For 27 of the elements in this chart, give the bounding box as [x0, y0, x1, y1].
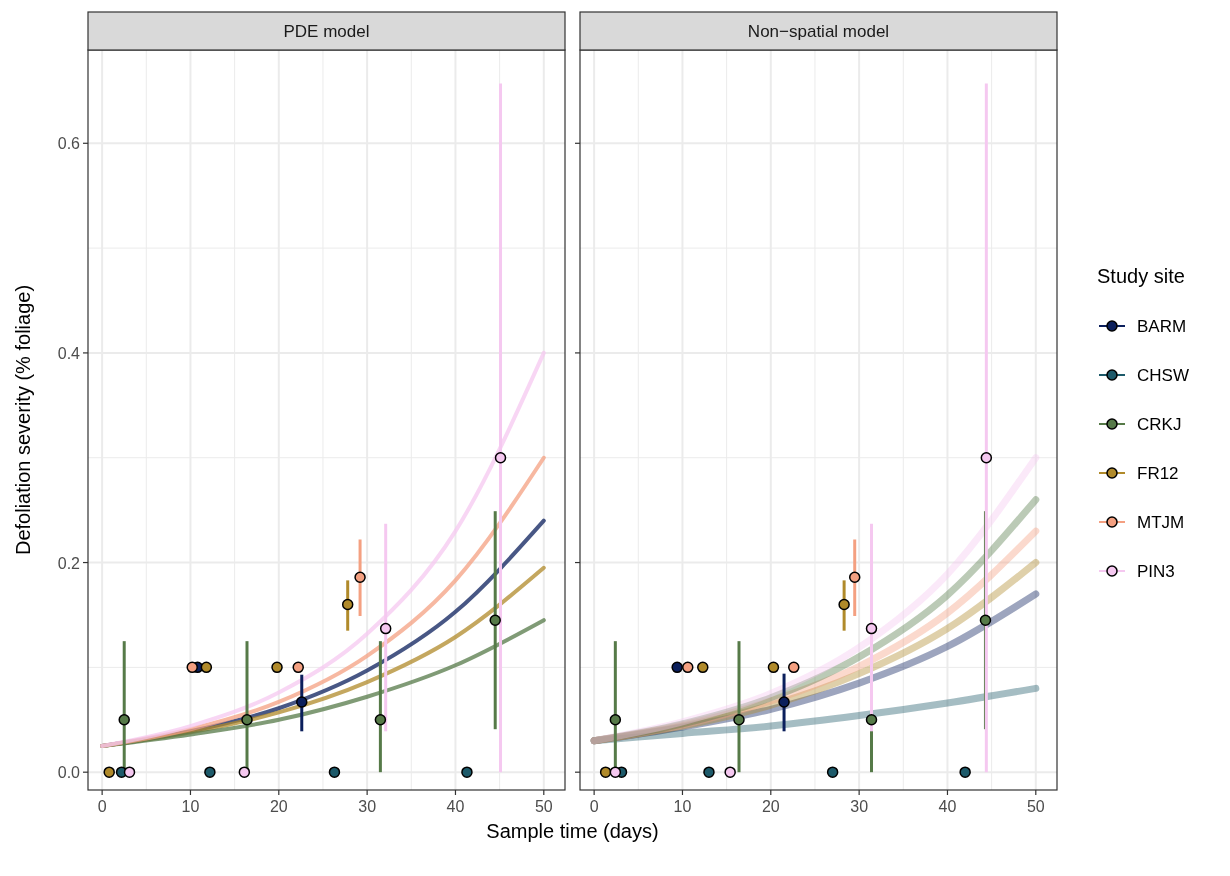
legend-label: CRKJ	[1137, 415, 1182, 434]
legend-label: BARM	[1137, 317, 1187, 336]
legend-label: FR12	[1137, 464, 1179, 483]
chart-title: Non−spatial model	[747, 22, 890, 41]
legend-title: Study site	[1097, 265, 1185, 287]
x-tick-label: 50	[1026, 798, 1045, 815]
y-tick-label: 0.2	[57, 554, 81, 572]
x-axis-title: Sample time (days)	[486, 820, 659, 842]
y-axis-title: Defoliation severity (% foliage)	[12, 284, 34, 556]
x-tick-label: 30	[358, 798, 377, 815]
x-tick-label: 20	[761, 798, 780, 815]
legend-label: MTJM	[1137, 513, 1185, 532]
x-tick-label: 10	[673, 798, 692, 815]
x-tick-label: 50	[534, 798, 553, 815]
y-tick-label: 0.6	[57, 135, 81, 153]
x-tick-label: 40	[446, 798, 465, 815]
y-tick-label: 0.4	[57, 344, 81, 362]
x-tick-label: 0	[589, 798, 599, 815]
x-tick-label: 0	[97, 798, 107, 815]
y-tick-label: 0.0	[57, 764, 81, 782]
legend-label: CHSW	[1137, 366, 1189, 385]
legend-label: PIN3	[1137, 562, 1175, 581]
x-tick-label: 30	[850, 798, 869, 815]
chart-title: PDE model	[283, 22, 370, 41]
x-tick-label: 40	[938, 798, 957, 815]
x-tick-label: 10	[181, 798, 200, 815]
x-tick-label: 20	[269, 798, 288, 815]
